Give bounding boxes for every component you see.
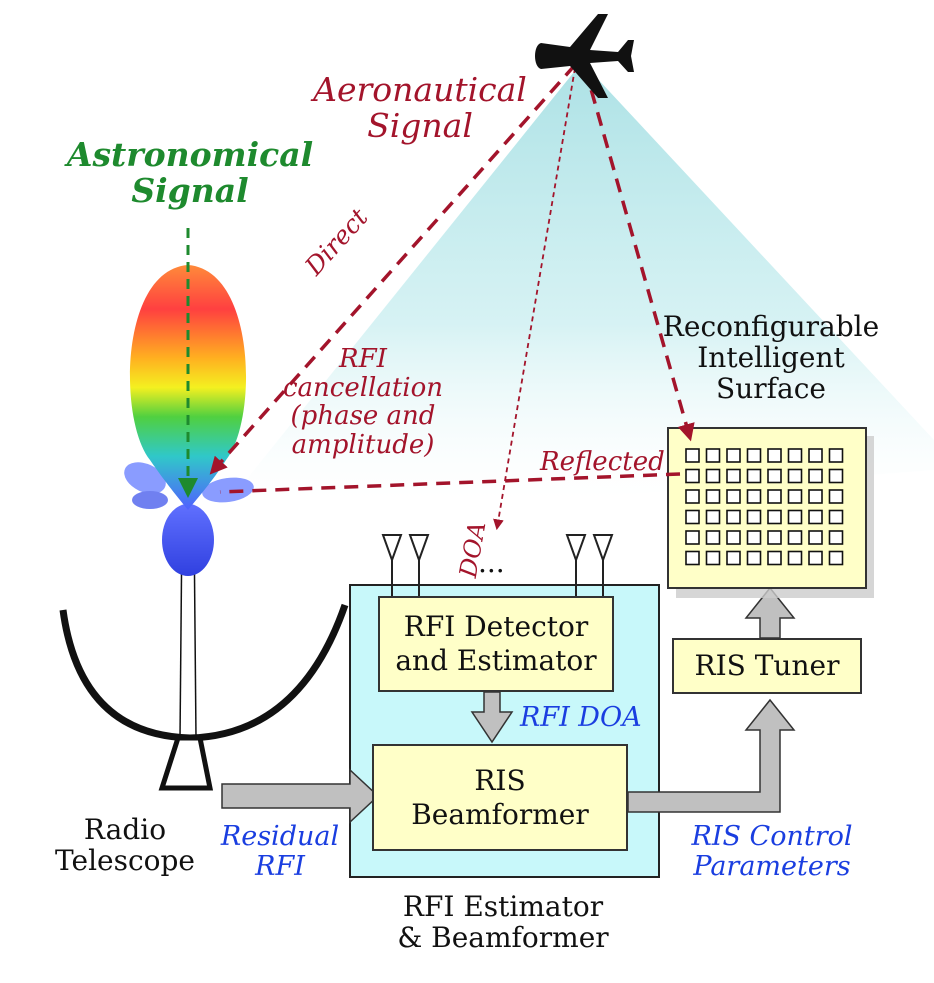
ris-element	[705, 509, 721, 525]
ris-element	[787, 550, 803, 566]
ris-element	[828, 468, 844, 484]
ris-element	[787, 509, 803, 525]
ris-element	[808, 509, 823, 525]
ris-element	[685, 550, 700, 566]
ris-element	[767, 509, 782, 525]
ris-element	[685, 489, 700, 504]
ris-element	[746, 530, 762, 545]
ris-element	[685, 530, 700, 545]
ris-element	[746, 550, 762, 566]
astronomical-signal-label: Astronomical Signal	[66, 135, 314, 211]
ris-tuner-box: RIS Tuner	[672, 638, 862, 694]
ris-beamformer-box: RIS Beamformer	[372, 744, 628, 851]
antenna-icon	[381, 534, 614, 597]
ris-element	[828, 509, 844, 525]
ris-element	[828, 448, 844, 463]
airplane-icon	[535, 14, 634, 98]
ris-element	[767, 468, 782, 484]
ris-element	[705, 530, 721, 545]
ris-element	[808, 530, 823, 545]
ris-element	[787, 489, 803, 504]
ris-element	[726, 509, 741, 525]
ris-element	[808, 489, 823, 504]
ris-element	[828, 489, 844, 504]
ris-element	[705, 550, 721, 566]
ris-element	[828, 530, 844, 545]
ris-element	[685, 468, 700, 484]
ris-element	[685, 509, 700, 525]
doa-path-arrow	[493, 67, 576, 531]
ris-element	[787, 530, 803, 545]
ris-element	[828, 550, 844, 566]
rfi-doa-label: RFI DOA	[520, 702, 642, 733]
rfi-cancellation-label: RFI cancellation (phase and amplitude)	[282, 344, 444, 460]
reflected-path	[219, 472, 681, 494]
rfi-detector-box: RFI Detector and Estimator	[378, 596, 614, 692]
ris-element	[808, 448, 823, 463]
ris-element	[767, 448, 782, 463]
ris-element	[705, 468, 721, 484]
estimator-caption: RFI Estimator & Beamformer	[397, 890, 609, 954]
ris-element	[746, 468, 762, 484]
ris-element	[746, 448, 762, 463]
ris-element	[746, 509, 762, 525]
ris-element	[705, 448, 721, 463]
residual-rfi-label: Residual RFI	[220, 821, 340, 882]
ris-element	[726, 550, 741, 566]
ris-element	[685, 448, 700, 463]
ris-element-grid	[685, 448, 844, 566]
ris-element	[808, 550, 823, 566]
flow-arrows	[221, 586, 796, 824]
ris-element	[787, 468, 803, 484]
ris-element	[808, 468, 823, 484]
ris-element	[787, 448, 803, 463]
aircraft-beam-cone	[230, 62, 934, 500]
radio-telescope-label: Radio Telescope	[55, 813, 195, 877]
ris-element	[726, 489, 741, 504]
ris-title-label: Reconfigurable Intelligent Surface	[662, 310, 880, 405]
reflected-label: Reflected	[540, 447, 665, 477]
ris-element	[767, 489, 782, 504]
ris-element	[726, 530, 741, 545]
ris-element	[726, 448, 741, 463]
ris-element	[767, 550, 782, 566]
aeronautical-signal-label: Aeronautical Signal	[313, 70, 527, 146]
ris-element	[767, 530, 782, 545]
ris-element	[746, 489, 762, 504]
antenna-ellipsis: ...	[478, 546, 505, 579]
ris-element	[726, 468, 741, 484]
ris-control-label: RIS Control Parameters	[691, 821, 853, 882]
ris-element	[705, 489, 721, 504]
ris-incident-arrow	[583, 67, 695, 442]
